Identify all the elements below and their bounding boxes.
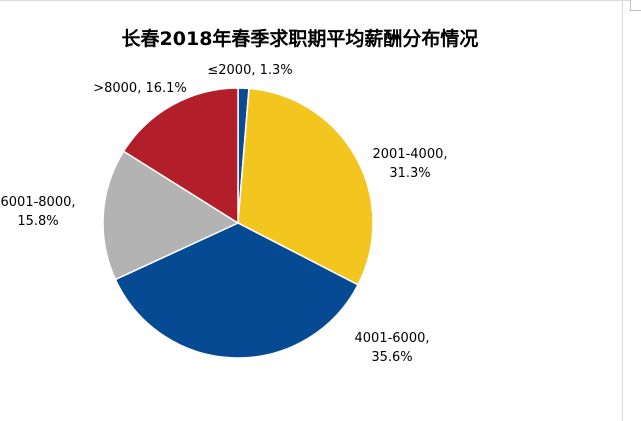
- chart-frame-right-border: [622, 0, 623, 421]
- data-label-3: 4001-6000, 35.6%: [355, 331, 430, 365]
- pie-slice-2: [237, 87, 374, 286]
- pie-slice-4: [102, 150, 240, 281]
- data-label-1: ≤2000, 1.3%: [207, 63, 292, 78]
- data-label-4: 6001-8000, 15.8%: [1, 195, 76, 229]
- pie-slice-3: [114, 222, 360, 359]
- chart-title: 长春2018年春季求职期平均薪酬分布情况: [121, 28, 479, 50]
- resize-handle[interactable]: [630, 0, 641, 11]
- data-label-5: >8000, 16.1%: [93, 81, 187, 96]
- data-label-2: 2001-4000, 31.3%: [373, 147, 448, 181]
- pie-slice-5: [122, 87, 239, 225]
- chart-frame-top-border: [0, 0, 641, 1]
